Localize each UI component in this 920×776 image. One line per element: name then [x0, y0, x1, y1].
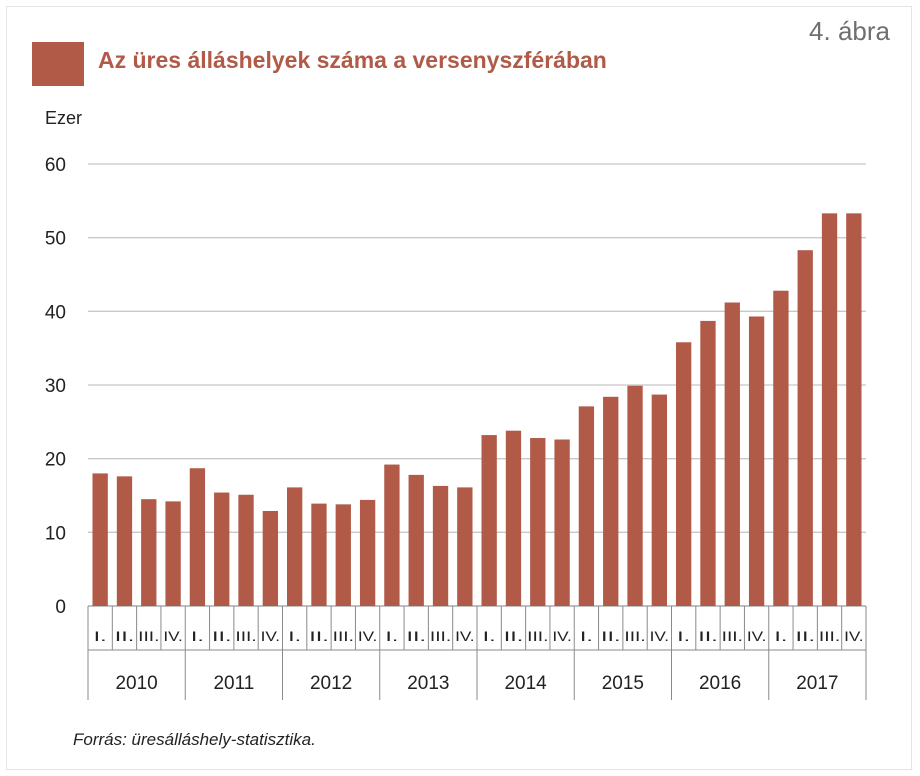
quarter-tick-label: I.	[483, 628, 496, 644]
bar	[505, 430, 522, 606]
year-tick-label: 2017	[796, 673, 838, 694]
quarter-tick-label: I.	[774, 628, 787, 644]
quarter-tick-label: I.	[191, 628, 204, 644]
bar	[603, 396, 619, 606]
quarter-tick-label: IV.	[455, 628, 475, 644]
bar	[773, 290, 789, 606]
bar	[92, 473, 108, 606]
y-tick-label: 60	[45, 155, 66, 176]
year-tick-label: 2013	[407, 673, 449, 694]
year-tick-label: 2012	[310, 673, 352, 694]
quarter-tick-label: II.	[504, 628, 524, 644]
bar	[432, 485, 449, 606]
quarter-tick-label: II.	[698, 628, 718, 644]
year-tick-label: 2010	[115, 673, 157, 694]
y-axis-unit-label: Ezer	[45, 108, 83, 128]
quarter-tick-label: IV.	[844, 628, 864, 644]
figure-number-label: 4. ábra	[809, 16, 890, 46]
y-tick-label: 50	[45, 229, 66, 250]
quarter-tick-label: IV.	[650, 628, 670, 644]
quarter-tick-label: IV.	[261, 628, 281, 644]
bar	[578, 406, 595, 606]
quarter-tick-label: II.	[212, 628, 232, 644]
year-tick-label: 2015	[602, 673, 644, 694]
bar	[675, 342, 692, 606]
figure-frame	[6, 6, 912, 770]
bar	[797, 250, 813, 606]
source-note: Forrás: üresálláshely-statisztika.	[73, 730, 316, 749]
quarter-tick-label: IV.	[163, 628, 183, 644]
year-tick-label: 2016	[699, 673, 741, 694]
bar	[846, 213, 862, 606]
quarter-tick-label: III.	[235, 628, 256, 644]
bar	[335, 504, 351, 606]
bar	[359, 499, 376, 606]
bar	[262, 510, 279, 606]
quarter-tick-label: I.	[94, 628, 107, 644]
y-tick-label: 10	[45, 523, 66, 544]
year-tick-label: 2011	[213, 673, 254, 694]
y-tick-label: 20	[45, 450, 66, 471]
y-tick-label: 30	[45, 376, 66, 397]
bar	[748, 316, 765, 606]
bar	[821, 213, 838, 606]
title-color-swatch	[32, 42, 84, 86]
quarter-tick-label: III.	[527, 628, 548, 644]
bar	[311, 503, 327, 606]
y-tick-label: 40	[45, 302, 66, 323]
quarter-tick-label: I.	[580, 628, 593, 644]
quarter-tick-label: IV.	[358, 628, 378, 644]
bar	[214, 492, 230, 606]
year-tick-label: 2014	[504, 673, 547, 694]
bar	[116, 476, 133, 606]
quarter-tick-label: III.	[624, 628, 645, 644]
quarter-tick-label: III.	[430, 628, 451, 644]
bar	[481, 435, 497, 606]
quarter-tick-label: III.	[333, 628, 354, 644]
bar	[384, 464, 400, 606]
bar	[141, 499, 157, 606]
quarter-tick-label: II.	[406, 628, 426, 644]
quarter-tick-label: II.	[309, 628, 329, 644]
bar	[457, 487, 473, 606]
quarter-tick-label: II.	[795, 628, 815, 644]
bar	[530, 438, 546, 606]
bar	[238, 494, 254, 606]
chart-title: Az üres álláshelyek száma a versenyszfér…	[98, 47, 607, 73]
bar	[189, 468, 206, 606]
quarter-tick-label: III.	[138, 628, 159, 644]
quarter-tick-label: IV.	[552, 628, 572, 644]
quarter-tick-label: II.	[601, 628, 621, 644]
bar	[286, 487, 303, 606]
bar	[627, 385, 643, 606]
quarter-tick-label: I.	[288, 628, 301, 644]
bar	[554, 439, 570, 606]
bar	[651, 394, 668, 606]
bar	[165, 501, 181, 606]
quarter-tick-label: III.	[819, 628, 840, 644]
quarter-tick-label: III.	[722, 628, 743, 644]
quarter-tick-label: I.	[677, 628, 690, 644]
bar	[724, 302, 740, 606]
quarter-tick-label: II.	[115, 628, 135, 644]
quarter-tick-label: I.	[385, 628, 398, 644]
y-tick-label: 0	[55, 597, 66, 618]
bar	[700, 320, 716, 606]
quarter-tick-label: IV.	[747, 628, 767, 644]
bar	[408, 474, 424, 606]
